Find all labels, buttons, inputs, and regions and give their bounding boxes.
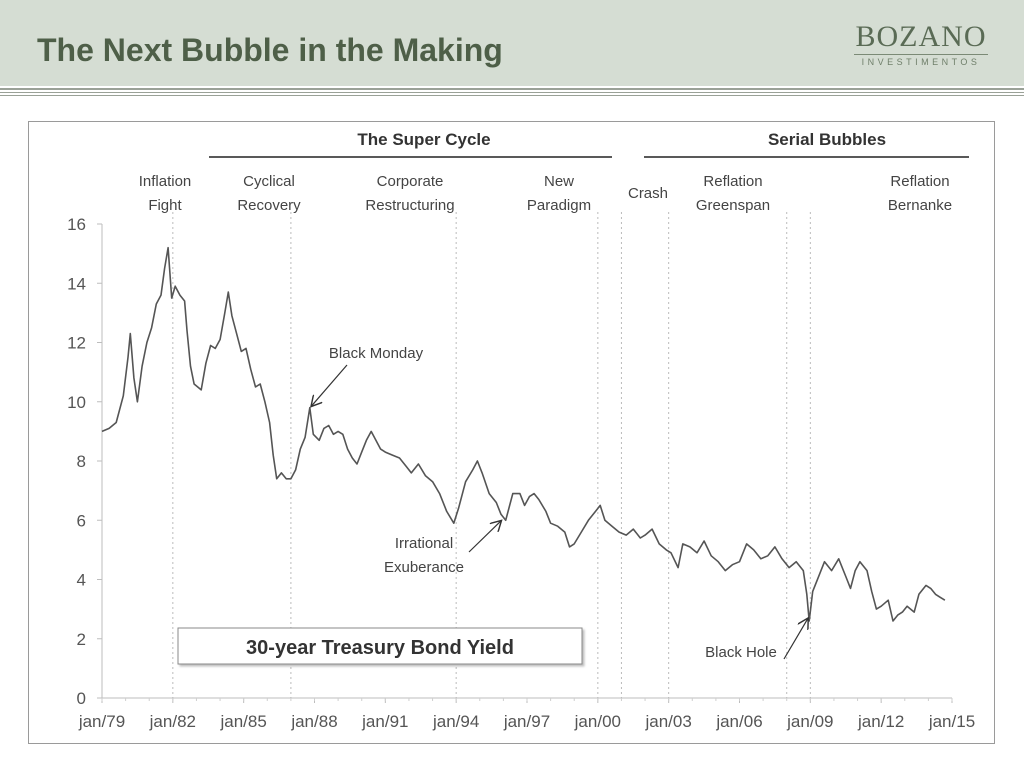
phase-label-line-1: Reflation [890, 173, 949, 190]
x-tick-label: jan/03 [645, 712, 692, 731]
yield-series-line [101, 246, 946, 622]
x-tick-label: jan/09 [786, 712, 833, 731]
phase-label-line-1: Inflation [139, 173, 192, 190]
header-divider-mid [0, 92, 1024, 93]
logo-subtitle: INVESTIMENTOS [861, 57, 981, 67]
x-tick-label: jan/79 [78, 712, 125, 731]
y-tick-label: 10 [67, 393, 86, 412]
x-tick-label: jan/00 [574, 712, 621, 731]
slide-title: The Next Bubble in the Making [37, 32, 503, 68]
legend-label: 30-year Treasury Bond Yield [246, 637, 514, 659]
y-tick-label: 14 [67, 274, 86, 293]
x-tick-label: jan/97 [503, 712, 550, 731]
group-header: Serial Bubbles [768, 130, 886, 149]
x-tick-label: jan/12 [857, 712, 904, 731]
x-tick-label: jan/94 [432, 712, 479, 731]
legend-box [177, 627, 583, 665]
y-tick-label: 2 [77, 630, 86, 649]
logo-rule [854, 54, 988, 55]
x-tick-label: jan/88 [290, 712, 337, 731]
y-tick-label: 0 [77, 689, 86, 708]
x-tick-label: jan/85 [220, 712, 267, 731]
phase-label-line-2: Paradigm [527, 197, 591, 214]
annotation-arrow [312, 364, 348, 406]
y-tick-label: 12 [67, 334, 86, 353]
y-tick-label: 8 [77, 452, 86, 471]
yield-chart: 0 2 4 6 8 10 12 14 16 jan/79 jan/82 jan/85 jan/88 jan… [67, 130, 975, 731]
phase-label-line-1: Crash [628, 185, 668, 202]
chart-frame: 0 2 4 6 8 10 12 14 16 jan/79 jan/82 jan/85 jan/88 jan… [28, 121, 995, 744]
x-tick-label: jan/06 [715, 712, 762, 731]
slide-header [0, 0, 1024, 86]
company-logo: BOZANO INVESTIMENTOS [846, 20, 996, 70]
annotation-label-line-1: Black Monday [329, 345, 424, 362]
annotation-arrow [468, 521, 501, 553]
y-tick-label: 16 [67, 215, 86, 234]
x-tick-label: jan/15 [928, 712, 975, 731]
phase-label-line-1: Cyclical [243, 173, 295, 190]
annotation-label-line-1: Black Hole [705, 644, 777, 661]
phase-label-line-2: Bernanke [888, 197, 952, 214]
annotation-label-line-1: Irrational [395, 535, 453, 552]
phase-label-line-2: Greenspan [696, 197, 770, 214]
y-tick-label: 6 [77, 511, 86, 530]
x-tick-label: jan/82 [149, 712, 196, 731]
phase-label-line-1: Corporate [377, 173, 444, 190]
phase-label-line-2: Restructuring [365, 197, 454, 214]
annotation-arrow [783, 619, 808, 660]
annotation-label-line-2: Exuberance [384, 559, 464, 576]
group-header: The Super Cycle [357, 130, 490, 149]
header-divider-thick [0, 88, 1024, 90]
y-tick-label: 4 [77, 571, 86, 590]
phase-label-line-1: New [544, 173, 574, 190]
phase-label-line-1: Reflation [703, 173, 762, 190]
header-divider-thin [0, 95, 1024, 96]
logo-name: BOZANO [855, 20, 987, 53]
phase-label-line-2: Fight [148, 197, 182, 214]
phase-label-line-2: Recovery [237, 197, 301, 214]
x-tick-label: jan/91 [361, 712, 408, 731]
